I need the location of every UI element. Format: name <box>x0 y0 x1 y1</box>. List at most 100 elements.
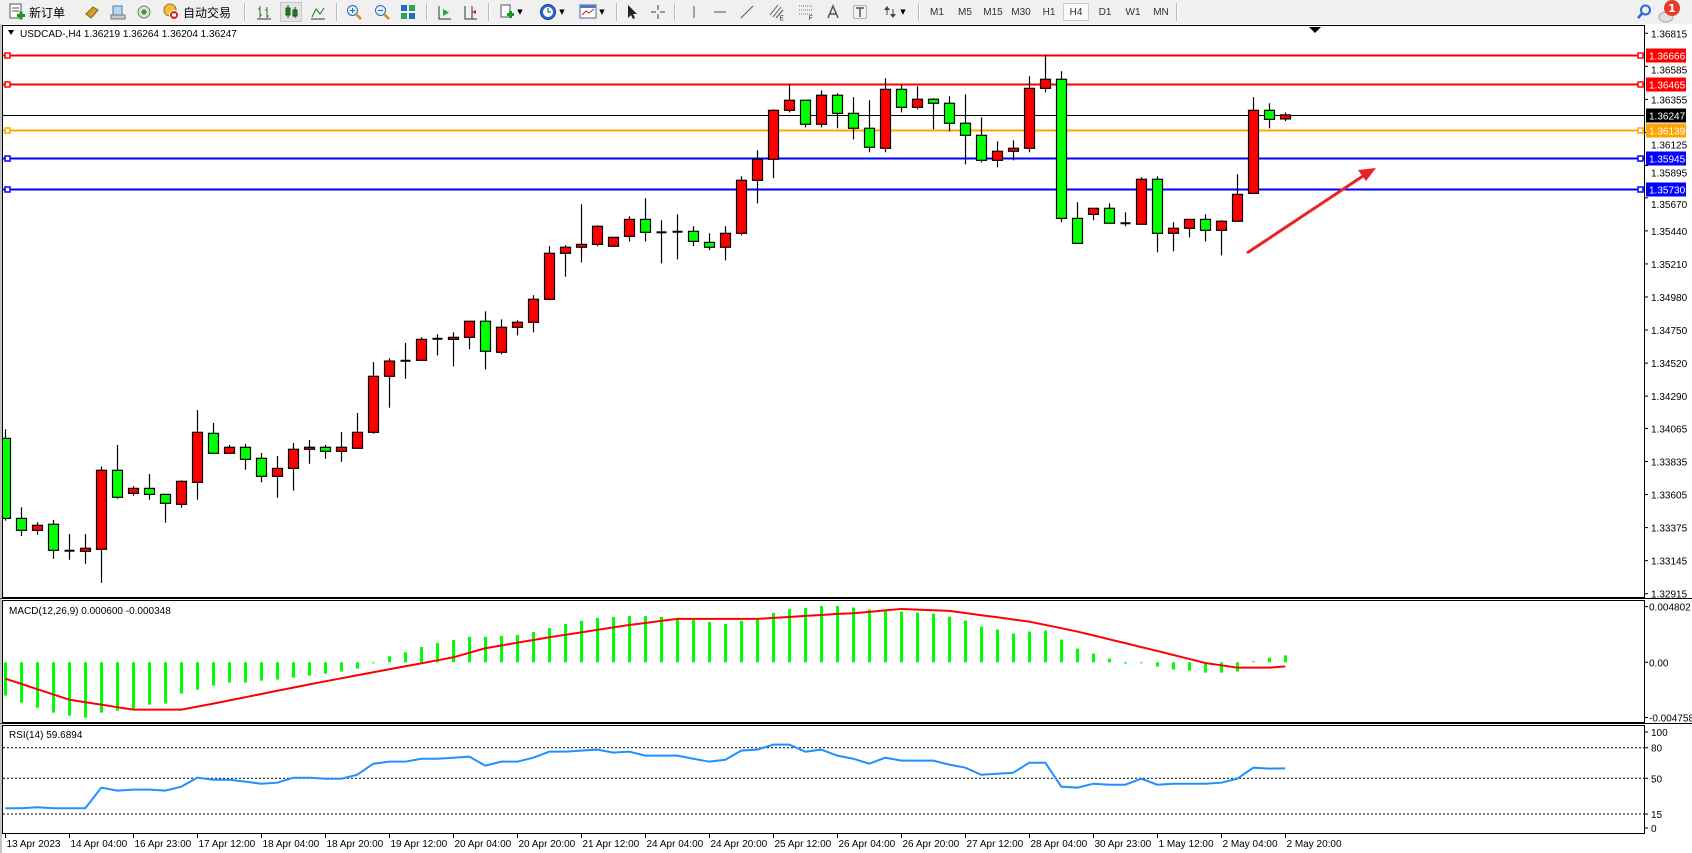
line-handle-left[interactable] <box>4 81 11 88</box>
auto-trading-button[interactable]: 自动交易 <box>162 2 231 22</box>
timeframe-m30-button[interactable]: M30 <box>1011 6 1031 18</box>
candle[interactable] <box>271 456 284 498</box>
candle[interactable] <box>1199 214 1212 242</box>
candle[interactable] <box>255 453 268 483</box>
candle[interactable] <box>703 233 716 251</box>
candle[interactable] <box>1215 220 1228 256</box>
candle[interactable] <box>175 480 188 508</box>
candle[interactable] <box>623 216 636 242</box>
notification-badge[interactable]: 1 <box>1664 0 1680 16</box>
candle[interactable] <box>400 342 411 379</box>
search-button[interactable] <box>1634 2 1654 22</box>
chart-window[interactable]: 1.36815 1.36585 1.36355 1.36125 1.35895 1.356… <box>0 24 1692 853</box>
candle[interactable] <box>1151 176 1164 253</box>
new-order-button[interactable]: 新订单 <box>8 2 65 22</box>
candlestick-chart-button[interactable] <box>280 2 302 22</box>
candle[interactable] <box>527 295 540 333</box>
candle[interactable] <box>1071 202 1084 244</box>
candle[interactable] <box>432 334 443 356</box>
candle[interactable] <box>1007 140 1020 161</box>
candle[interactable] <box>1120 212 1131 227</box>
line-handle-left[interactable] <box>4 155 11 162</box>
candle[interactable] <box>927 98 940 130</box>
candle[interactable] <box>79 534 92 564</box>
trendline-tool-button[interactable] <box>737 2 757 22</box>
candle[interactable] <box>319 444 332 459</box>
candle[interactable] <box>383 358 396 408</box>
timeframe-m1-button[interactable]: M1 <box>930 6 944 18</box>
candle[interactable] <box>447 332 460 367</box>
line-handle-left[interactable] <box>4 52 11 59</box>
candle[interactable] <box>303 440 316 464</box>
line-handle-right[interactable] <box>1637 155 1644 162</box>
candle[interactable] <box>591 225 604 247</box>
periods-button[interactable]: ▼ <box>536 2 568 22</box>
candle[interactable] <box>207 422 220 454</box>
chart-shift-button[interactable] <box>460 2 480 22</box>
candle[interactable] <box>463 320 476 350</box>
candle[interactable] <box>15 507 28 537</box>
candle[interactable] <box>143 473 156 500</box>
indicators-button[interactable]: ▼ <box>496 2 526 22</box>
collapse-triangle-icon[interactable] <box>8 30 14 35</box>
candle[interactable] <box>351 413 364 449</box>
crosshair-tool-button[interactable] <box>648 2 668 22</box>
candle[interactable] <box>1055 71 1068 223</box>
candle[interactable] <box>959 94 972 165</box>
candle[interactable] <box>639 198 652 242</box>
candle[interactable] <box>111 444 124 499</box>
candle[interactable] <box>95 466 108 583</box>
candle[interactable] <box>127 486 140 496</box>
tile-windows-button[interactable] <box>398 2 418 22</box>
bar-chart-button[interactable] <box>254 2 274 22</box>
candle[interactable] <box>1103 203 1116 224</box>
candle[interactable] <box>879 78 892 153</box>
candle[interactable] <box>847 97 860 140</box>
candle[interactable] <box>159 493 172 523</box>
line-handle-left[interactable] <box>4 127 11 134</box>
candle[interactable] <box>895 85 908 113</box>
candle[interactable] <box>1039 54 1052 93</box>
line-handle-right[interactable] <box>1637 127 1644 134</box>
timeframe-d1-button[interactable]: D1 <box>1098 6 1112 18</box>
candle[interactable] <box>559 245 572 277</box>
candle[interactable] <box>64 534 75 560</box>
candle[interactable] <box>975 117 988 163</box>
line-handle-left[interactable] <box>4 186 11 193</box>
chart-shift-marker[interactable] <box>1309 27 1321 33</box>
timeframe-h1-button[interactable]: H1 <box>1042 6 1056 18</box>
candle[interactable] <box>1167 222 1180 252</box>
candle[interactable] <box>1023 76 1036 153</box>
fibonacci-tool-button[interactable] <box>795 2 817 22</box>
arrow-annotation[interactable] <box>1246 172 1367 255</box>
candle[interactable] <box>479 311 492 370</box>
line-handle-right[interactable] <box>1637 186 1644 193</box>
candle[interactable] <box>767 109 780 179</box>
candle[interactable] <box>815 90 828 128</box>
data-window-button[interactable] <box>108 2 128 22</box>
cursor-tool-button[interactable] <box>622 2 642 22</box>
candle[interactable] <box>719 226 732 261</box>
candle[interactable] <box>543 246 556 301</box>
candle[interactable] <box>1247 97 1260 194</box>
vertical-line-tool-button[interactable] <box>684 2 704 22</box>
candle[interactable] <box>239 443 252 470</box>
line-handle-right[interactable] <box>1637 81 1644 88</box>
text-tool-button[interactable] <box>823 2 843 22</box>
candle[interactable] <box>656 220 667 264</box>
candle[interactable] <box>1087 207 1100 221</box>
candle[interactable] <box>1135 177 1148 225</box>
candle[interactable] <box>1263 103 1276 129</box>
candle[interactable] <box>783 84 796 113</box>
candle[interactable] <box>943 96 956 132</box>
timeframe-m5-button[interactable]: M5 <box>958 6 972 18</box>
horizontal-line-tool-button[interactable] <box>710 2 730 22</box>
candle[interactable] <box>831 93 844 129</box>
arrows-tool-button[interactable]: ▼ <box>878 2 910 22</box>
candle[interactable] <box>575 204 588 263</box>
equidistant-channel-tool-button[interactable] <box>766 2 788 22</box>
candle[interactable] <box>495 319 508 355</box>
candle[interactable] <box>367 362 380 434</box>
timeframe-m15-button[interactable]: M15 <box>983 6 1003 18</box>
line-handle-right[interactable] <box>1637 52 1644 59</box>
